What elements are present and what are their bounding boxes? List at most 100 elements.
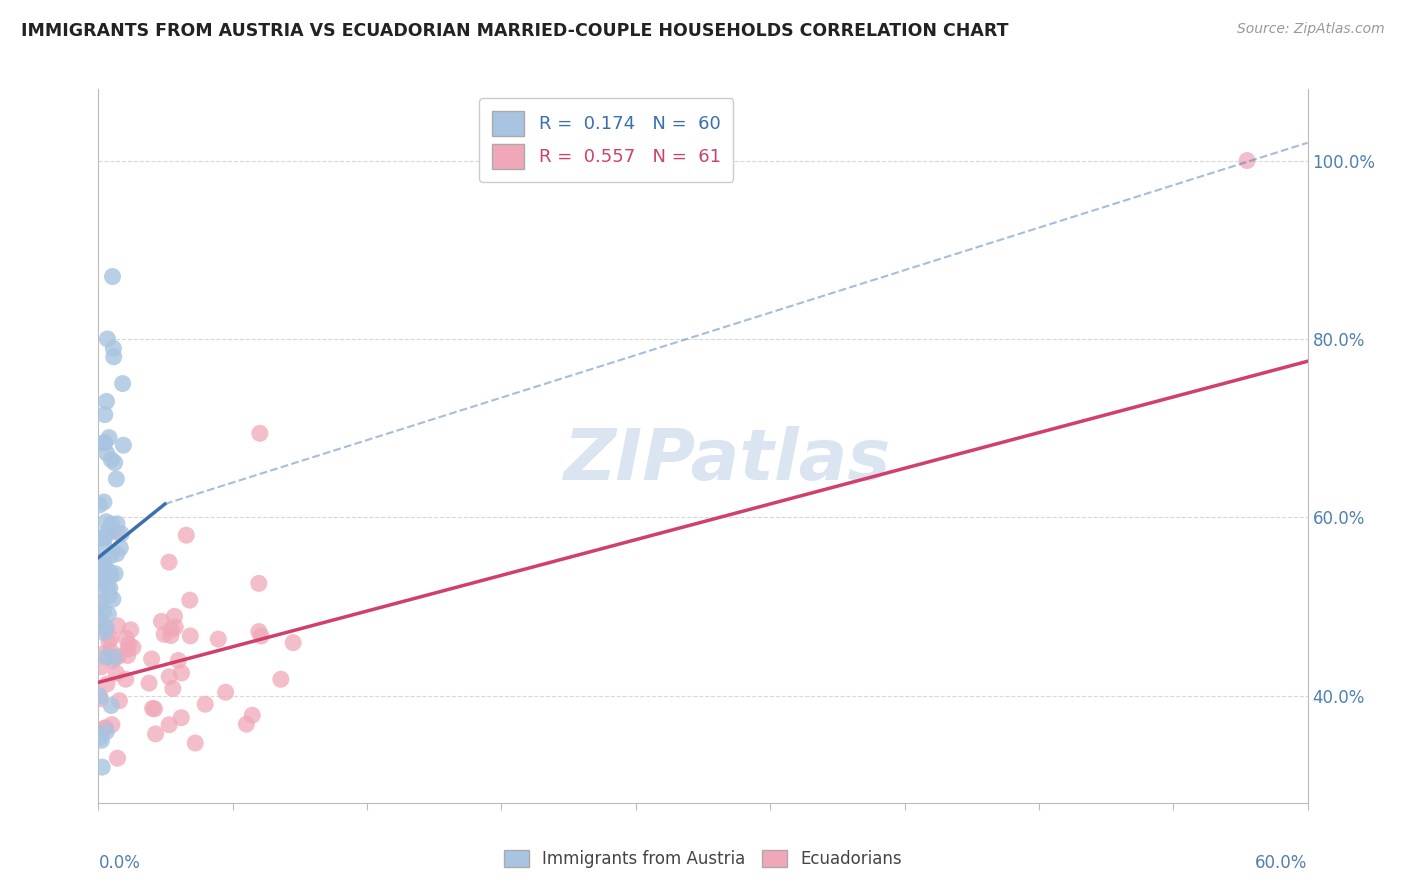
Point [110, 541, 132, 555]
Point [93, 625, 115, 640]
Point [107, 649, 129, 664]
Point [100, 644, 122, 658]
Point [194, 697, 217, 711]
Point [89, 614, 111, 628]
Point [93, 540, 115, 554]
Point [117, 648, 139, 663]
Point [93, 646, 115, 660]
Point [96, 394, 118, 409]
Point [94, 530, 117, 544]
Point [235, 717, 257, 731]
Point [270, 672, 292, 686]
Point [90, 560, 112, 574]
Text: 60.0%: 60.0% [1256, 855, 1308, 872]
Point [100, 632, 122, 646]
Point [89, 612, 111, 626]
Point [90, 660, 112, 674]
Point [112, 438, 135, 452]
Point [141, 652, 163, 666]
Point [104, 566, 127, 581]
Point [89, 571, 111, 585]
Point [96, 677, 118, 691]
Point [89, 597, 111, 611]
Point [89, 689, 111, 703]
Point [89, 691, 111, 706]
Point [138, 676, 160, 690]
Point [91, 760, 114, 774]
Legend: R =  0.174   N =  60, R =  0.557   N =  61: R = 0.174 N = 60, R = 0.557 N = 61 [479, 98, 734, 182]
Point [93, 495, 115, 509]
Point [157, 555, 180, 569]
Point [174, 528, 197, 542]
Point [89, 582, 111, 597]
Point [153, 627, 176, 641]
Point [143, 702, 166, 716]
Point [100, 568, 122, 582]
Point [94, 559, 117, 574]
Point [122, 640, 145, 655]
Legend: Immigrants from Austria, Ecuadorians: Immigrants from Austria, Ecuadorians [498, 843, 908, 875]
Point [157, 718, 180, 732]
Point [94, 623, 117, 637]
Point [184, 736, 207, 750]
Point [141, 701, 163, 715]
Point [107, 618, 129, 632]
Point [120, 623, 142, 637]
Point [160, 623, 183, 637]
Point [114, 673, 136, 687]
Point [96, 526, 118, 541]
Text: 0.0%: 0.0% [98, 855, 141, 872]
Point [98, 566, 121, 580]
Text: Source: ZipAtlas.com: Source: ZipAtlas.com [1237, 22, 1385, 37]
Point [98, 523, 121, 537]
Point [117, 642, 139, 657]
Point [163, 609, 186, 624]
Point [104, 456, 127, 470]
Point [145, 727, 167, 741]
Point [105, 666, 128, 681]
Point [157, 670, 180, 684]
Point [249, 426, 271, 441]
Point [103, 342, 125, 356]
Point [103, 650, 125, 665]
Point [100, 698, 122, 713]
Point [105, 516, 128, 531]
Point [94, 408, 117, 422]
Point [89, 597, 111, 611]
Point [93, 604, 115, 618]
Point [100, 452, 122, 467]
Point [96, 724, 118, 739]
Point [207, 632, 229, 646]
Point [100, 549, 122, 563]
Point [93, 530, 115, 544]
Point [101, 653, 124, 667]
Point [100, 517, 122, 532]
Point [115, 632, 138, 646]
Point [97, 634, 120, 648]
Point [179, 629, 201, 643]
Point [94, 721, 117, 735]
Point [93, 554, 115, 568]
Point [111, 376, 134, 391]
Point [118, 637, 141, 651]
Point [91, 570, 114, 584]
Point [96, 332, 118, 346]
Point [103, 350, 125, 364]
Point [110, 527, 132, 541]
Point [90, 733, 112, 747]
Point [108, 694, 131, 708]
Point [98, 431, 121, 445]
Point [214, 685, 236, 699]
Point [101, 592, 124, 607]
Point [94, 620, 117, 634]
Point [167, 653, 190, 667]
Point [91, 532, 114, 546]
Point [89, 731, 111, 745]
Point [89, 498, 111, 512]
Point [281, 635, 304, 649]
Point [101, 717, 124, 731]
Point [94, 721, 117, 735]
Point [94, 650, 117, 665]
Point [1236, 153, 1258, 168]
Point [160, 629, 183, 643]
